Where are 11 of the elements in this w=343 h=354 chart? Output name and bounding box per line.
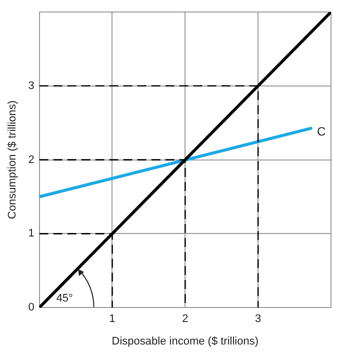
y-axis-title: Consumption ($ trillions): [6, 100, 19, 220]
series-label: C: [317, 124, 326, 138]
x-tick-label: 1: [109, 313, 116, 326]
annotation: 45°: [56, 292, 73, 305]
y-tick-label: 2: [28, 154, 34, 166]
x-tick-label: 2: [182, 313, 188, 326]
x-axis-title: Disposable income ($ trillions): [112, 335, 259, 348]
x-tick-label: 3: [255, 313, 262, 326]
y-tick-label: 3: [28, 80, 34, 92]
y-tick-label: 0: [28, 302, 34, 314]
y-tick-label: 1: [28, 228, 34, 240]
